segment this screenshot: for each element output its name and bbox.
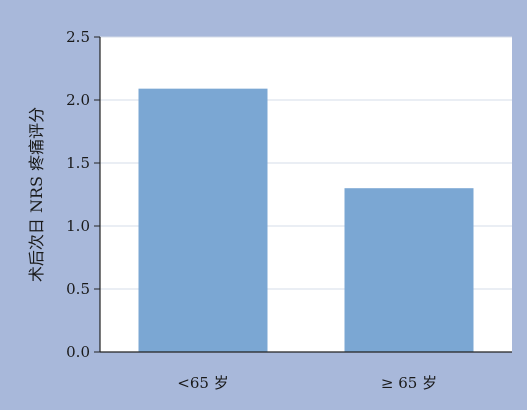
x-tick-label: <65 岁 <box>177 374 228 392</box>
axes <box>94 36 512 353</box>
y-axis-label: 术后次日 NRS 疼痛评分 <box>27 107 46 282</box>
bars <box>138 88 474 352</box>
x-tick-label: ≥ 65 岁 <box>381 374 437 392</box>
x-tick-labels: <65 岁 ≥ 65 岁 <box>177 374 437 392</box>
y-tick-label: 1.0 <box>66 217 90 235</box>
y-tick-label: 0.5 <box>66 280 90 298</box>
bar <box>138 88 268 352</box>
y-tick-label: 1.5 <box>66 154 90 172</box>
y-tick-label: 2.5 <box>66 28 90 46</box>
y-tick-label: 2.0 <box>66 91 90 109</box>
y-tick-label: 0.0 <box>66 343 90 361</box>
y-tick-labels: 0.0 0.5 1.0 1.5 2.0 2.5 <box>66 28 90 361</box>
bar <box>344 188 474 352</box>
